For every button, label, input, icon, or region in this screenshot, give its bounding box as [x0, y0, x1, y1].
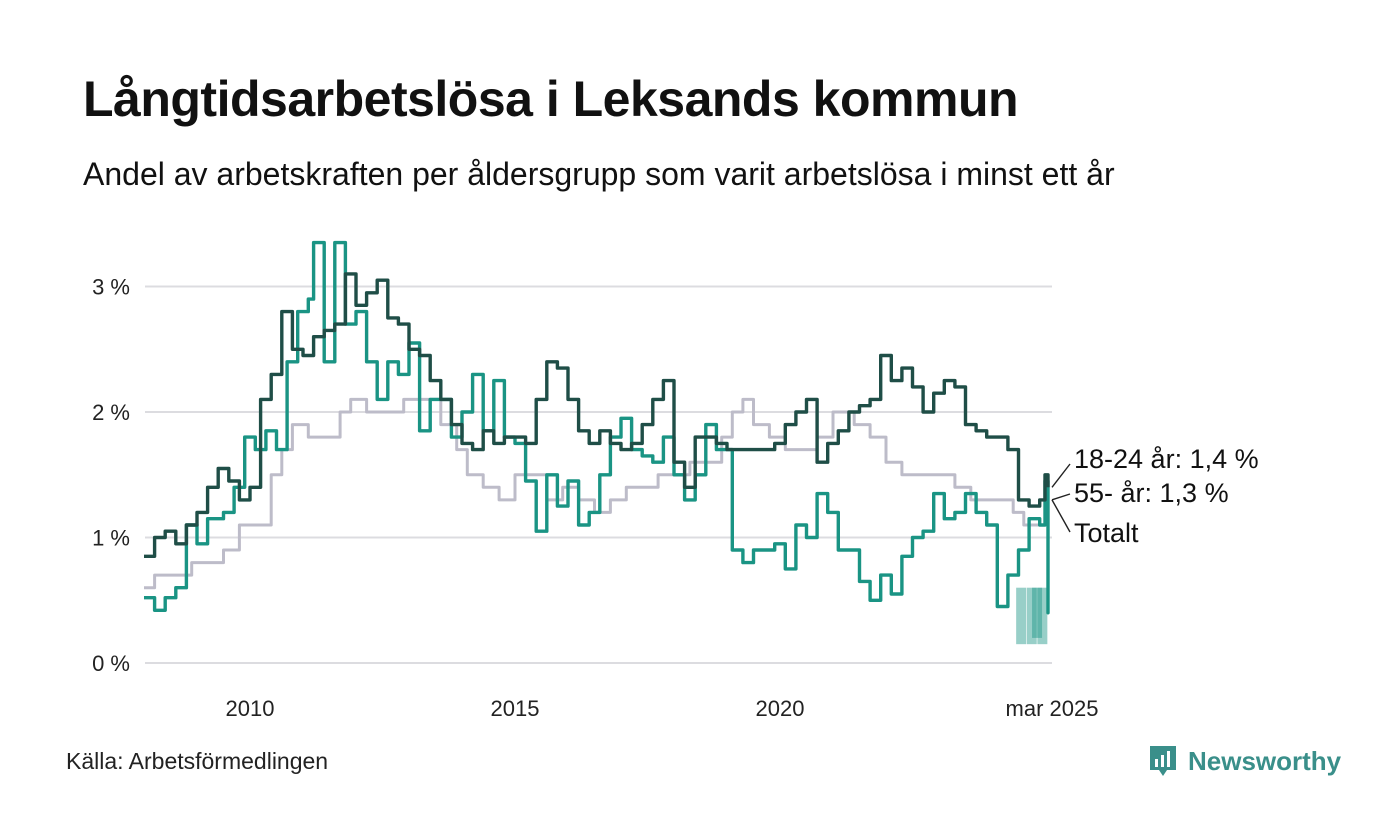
uncertainty-band: [1032, 587, 1043, 638]
x-tick-label: 2020: [756, 696, 805, 721]
y-tick-label: 1 %: [92, 526, 130, 551]
y-tick-label: 0 %: [92, 651, 130, 676]
series-line-1824: [144, 272, 1050, 558]
y-tick-label: 2 %: [92, 400, 130, 425]
x-tick-label: 2010: [226, 696, 275, 721]
y-tick-label: 3 %: [92, 275, 130, 300]
uncertainty-band: [1037, 587, 1048, 645]
leader-line: [1051, 499, 1071, 533]
uncertainty-band: [1016, 587, 1027, 645]
x-tick-label: mar 2025: [1006, 696, 1099, 721]
brand-name: Newsworthy: [1188, 745, 1342, 776]
series-line-total: [144, 397, 1050, 590]
x-tick-label: 2015: [491, 696, 540, 721]
series-end-label: Totalt: [1074, 518, 1139, 548]
newsworthy-logo-icon: [1150, 746, 1176, 776]
chart-subtitle: Andel av arbetskraften per åldersgrupp s…: [83, 156, 1115, 192]
series-end-label: 55- år: 1,3 %: [1074, 478, 1229, 508]
leader-line: [1051, 493, 1071, 501]
chart-title: Långtidsarbetslösa i Leksands kommun: [83, 71, 1019, 127]
leader-line: [1051, 463, 1071, 488]
brand-logo: Newsworthy: [1148, 744, 1341, 778]
series-line-55: [144, 240, 1050, 615]
series-end-label: 18-24 år: 1,4 %: [1074, 444, 1259, 474]
uncertainty-band: [1026, 587, 1037, 645]
source-note: Källa: Arbetsförmedlingen: [66, 748, 329, 774]
